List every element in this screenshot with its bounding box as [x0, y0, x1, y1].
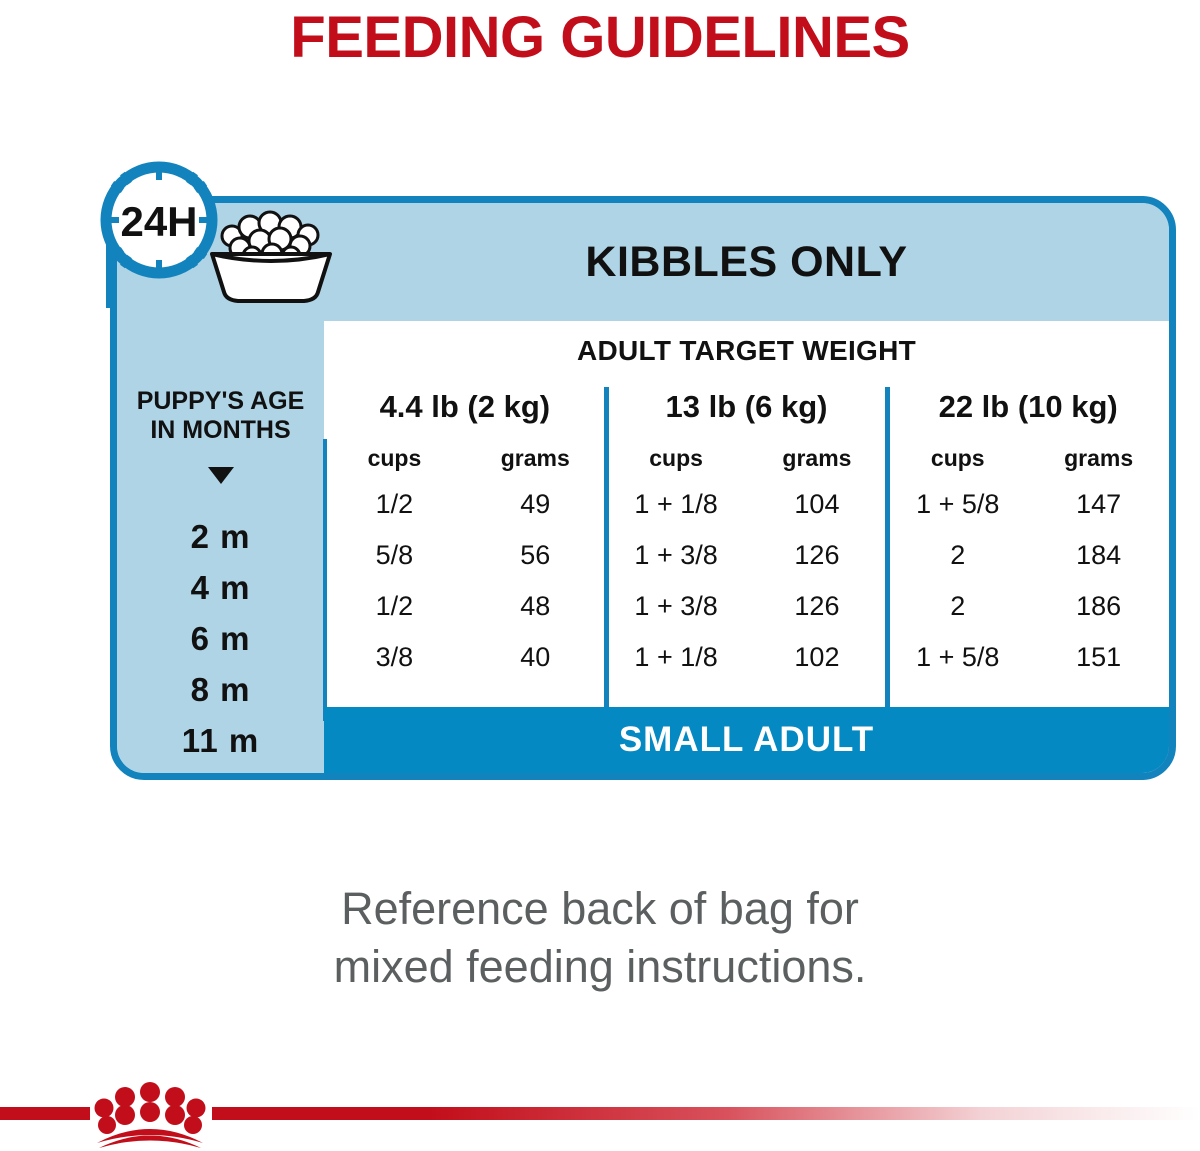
- table-cell: 126: [794, 591, 840, 621]
- feeding-frequency-badge: 24H: [86, 158, 336, 308]
- small-adult-band: SMALL ADULT: [324, 707, 1169, 773]
- adult-target-weight-title: ADULT TARGET WEIGHT: [576, 335, 917, 366]
- weight-group-3-grams-column: grams 147 184 186 151: [886, 437, 1169, 721]
- list-item: 8 m: [190, 671, 251, 708]
- puppy-age-heading-line1: PUPPY'S AGE: [136, 387, 305, 415]
- food-bowl-icon: [210, 210, 332, 303]
- table-cell: 1 + 1/8: [634, 642, 718, 672]
- table-cell: 1 + 3/8: [634, 540, 718, 570]
- table-cell: 186: [1076, 591, 1122, 621]
- feeding-table-grid: 4.4 lb (2 kg) cups 1/2 5/8 1/2 3/8 grams: [323, 377, 1169, 721]
- weight-group-2-grams-column: grams 104 126 126 102: [604, 437, 888, 721]
- column-divider: [604, 439, 609, 721]
- table-cell: 147: [1076, 489, 1122, 519]
- weight-group-3: 22 lb (10 kg) cups 1 + 5/8 2 2 1 + 5/8 g…: [885, 377, 1169, 721]
- table-cell: 151: [1076, 642, 1122, 672]
- clock-24h-label: 24H: [120, 198, 197, 245]
- table-cell: 48: [520, 591, 551, 621]
- page-title: FEEDING GUIDELINES: [290, 5, 910, 70]
- list-item: 4 m: [190, 569, 251, 606]
- kibbles-only-title: KIBBLES ONLY: [585, 237, 908, 286]
- weight-group-3-label: 22 lb (10 kg): [938, 389, 1118, 424]
- table-cell: 40: [520, 642, 551, 672]
- puppy-age-heading-line2: IN MONTHS: [150, 416, 291, 444]
- table-cell: 3/8: [375, 642, 414, 672]
- weight-group-1: 4.4 lb (2 kg) cups 1/2 5/8 1/2 3/8 grams: [323, 377, 606, 721]
- table-cell: 49: [520, 489, 551, 519]
- kibbles-only-band: KIBBLES ONLY: [324, 203, 1169, 321]
- column-divider: [323, 439, 327, 721]
- triangle-down-icon: [207, 467, 234, 484]
- table-cell: 1 + 3/8: [634, 591, 718, 621]
- table-cell: 5/8: [375, 540, 414, 570]
- weight-group-3-cups-column: cups 1 + 5/8 2 2 1 + 5/8: [887, 437, 1028, 721]
- list-item: 11 m: [181, 722, 260, 759]
- puppy-age-list: 2 m 4 m 6 m 8 m 11 m: [117, 511, 324, 766]
- small-adult-label: SMALL ADULT: [618, 720, 875, 759]
- table-cell: 1 + 5/8: [916, 489, 1000, 519]
- footnote-line-2: mixed feeding instructions.: [333, 941, 867, 992]
- column-divider: [886, 439, 891, 721]
- list-item: 2 m: [190, 518, 251, 555]
- footer-rule-left: [0, 1107, 90, 1120]
- table-cell: 1/2: [375, 489, 414, 519]
- column-header: grams: [1064, 445, 1134, 471]
- table-cell: 2: [950, 540, 966, 570]
- table-cell: 102: [794, 642, 840, 672]
- feeding-table: ADULT TARGET WEIGHT 4.4 lb (2 kg) cups 1…: [323, 321, 1169, 721]
- table-cell: 126: [794, 540, 840, 570]
- weight-group-2-cups-column: cups 1 + 1/8 1 + 3/8 1 + 3/8 1 + 1/8: [606, 437, 747, 721]
- column-header: grams: [782, 445, 852, 471]
- weight-group-2: 13 lb (6 kg) cups 1 + 1/8 1 + 3/8 1 + 3/…: [603, 377, 888, 721]
- footer-rule-right: [212, 1107, 1200, 1120]
- weight-group-1-grams-column: grams 49 56 48 40: [323, 437, 606, 721]
- footnote-line-1: Reference back of bag for: [341, 883, 859, 934]
- kibbles-panel: KIBBLES ONLY ADULT TARGET WEIGHT 4.4 lb …: [323, 203, 1169, 773]
- feeding-guidelines-card: PUPPY'S AGE IN MONTHS 2 m 4 m 6 m 8 m 11…: [110, 196, 1176, 780]
- column-header: grams: [500, 445, 570, 471]
- puppy-age-heading: PUPPY'S AGE IN MONTHS: [117, 387, 324, 445]
- table-cell: 184: [1076, 540, 1122, 570]
- column-header: cups: [930, 445, 985, 471]
- footer: [0, 1079, 1200, 1151]
- column-header: cups: [649, 445, 703, 471]
- table-cell: 1 + 1/8: [634, 489, 718, 519]
- table-cell: 1/2: [375, 591, 414, 621]
- weight-group-1-label: 4.4 lb (2 kg): [379, 389, 551, 424]
- royal-canin-crown-icon: [94, 1082, 206, 1148]
- column-header: cups: [367, 445, 422, 471]
- weight-group-1-cups-column: cups 1/2 5/8 1/2 3/8: [324, 437, 465, 721]
- list-item: 6 m: [190, 620, 251, 657]
- weight-group-2-label: 13 lb (6 kg): [665, 389, 828, 424]
- table-cell: 2: [950, 591, 966, 621]
- clock-24h-icon: 24H: [100, 161, 218, 308]
- table-cell: 56: [520, 540, 551, 570]
- table-cell: 104: [794, 489, 840, 519]
- table-cell: 1 + 5/8: [916, 642, 1000, 672]
- footnote: Reference back of bag for mixed feeding …: [0, 880, 1200, 996]
